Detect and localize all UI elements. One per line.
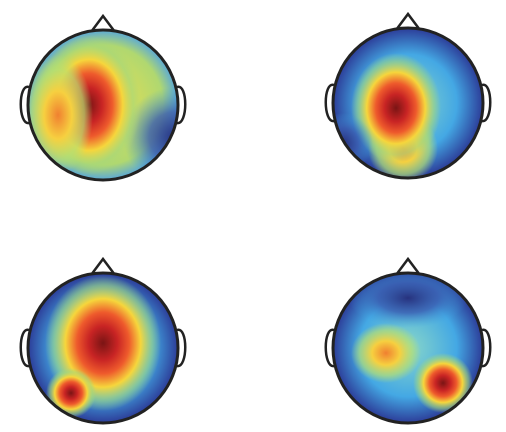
nose xyxy=(395,256,421,276)
head-outline xyxy=(26,271,180,425)
head-outline xyxy=(331,26,485,180)
activity-blob xyxy=(348,273,468,328)
ear xyxy=(324,83,335,123)
activity-blob xyxy=(413,353,473,413)
ear xyxy=(176,328,187,368)
ear xyxy=(324,328,335,368)
map-fill xyxy=(28,30,178,180)
map-fill xyxy=(333,273,483,423)
ear xyxy=(19,328,30,368)
activity-blob xyxy=(46,368,96,418)
map-fill xyxy=(28,273,178,423)
head-outline xyxy=(331,271,485,425)
ear xyxy=(176,85,187,125)
nose xyxy=(90,256,116,276)
head-outline xyxy=(26,28,180,182)
activity-blob xyxy=(351,53,441,163)
ear xyxy=(19,85,30,125)
head-map xyxy=(19,13,187,182)
activity-blob xyxy=(351,323,421,383)
ear xyxy=(481,328,492,368)
head-map xyxy=(19,256,187,425)
head-map xyxy=(324,11,492,180)
nose xyxy=(395,11,421,31)
ear xyxy=(481,83,492,123)
head-map xyxy=(324,256,492,425)
activity-blob xyxy=(28,55,93,175)
nose xyxy=(90,13,116,33)
